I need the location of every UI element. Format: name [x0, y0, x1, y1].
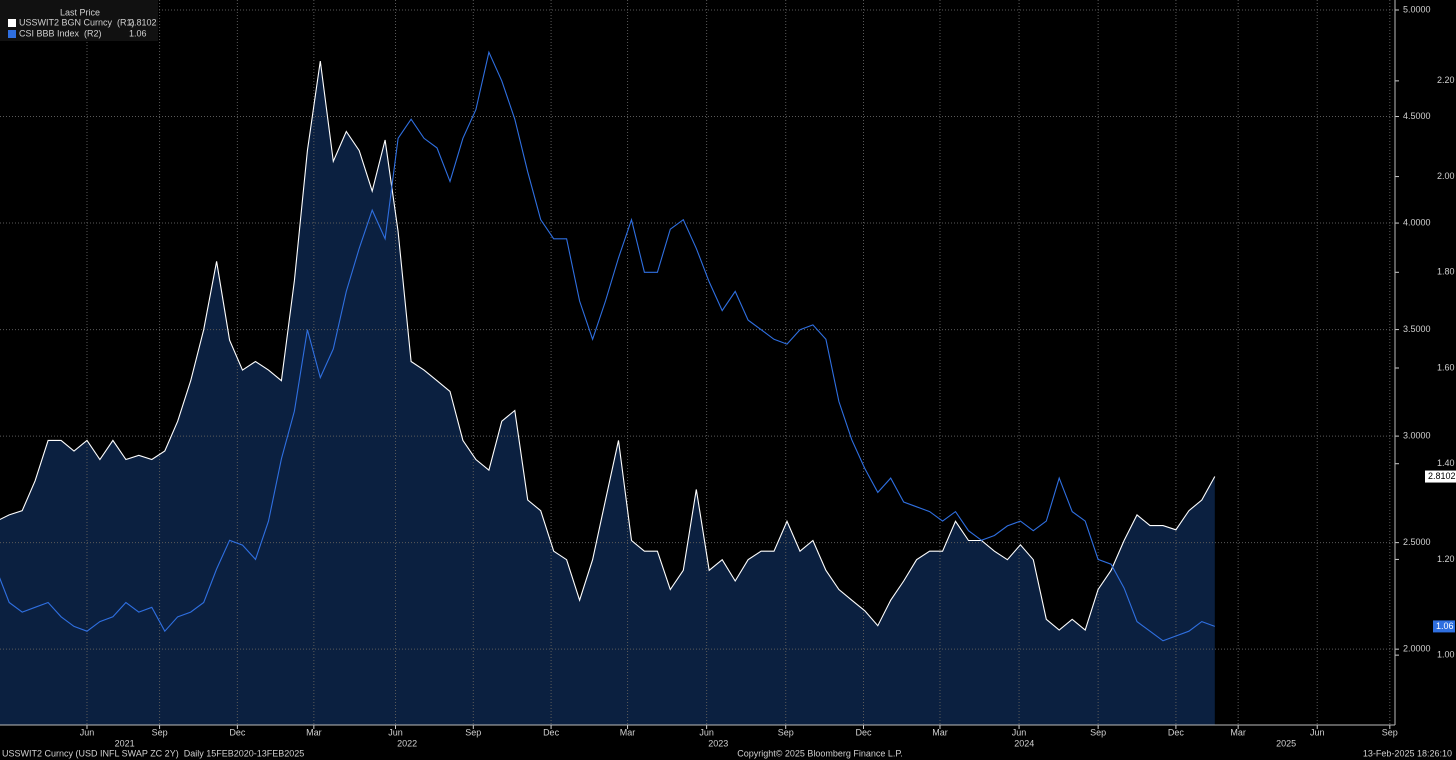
legend-swatch	[8, 19, 16, 27]
legend-label: CSI BBB Index (R2)	[19, 28, 102, 38]
legend-value: 2.8102	[129, 17, 157, 27]
x-tick-label: Jun	[80, 727, 95, 737]
x-tick-label: Jun	[1012, 727, 1027, 737]
last-value-box	[1425, 470, 1456, 483]
x-tick-label: Jun	[388, 727, 403, 737]
y-tick-label: 2.5000	[1403, 537, 1431, 547]
x-tick-label: Sep	[152, 727, 168, 737]
x-tick-label: Jun	[699, 727, 714, 737]
year-label: 2021	[115, 738, 135, 748]
y2-tick-label: 1.80	[1437, 267, 1455, 277]
year-label: 2023	[708, 738, 728, 748]
y-tick-label: 4.0000	[1403, 217, 1431, 227]
y-tick-label: 4.5000	[1403, 111, 1431, 121]
x-tick-label: Dec	[229, 727, 246, 737]
x-tick-label: Jun	[1310, 727, 1325, 737]
x-tick-label: Sep	[1382, 727, 1398, 737]
y2-tick-label: 2.00	[1437, 171, 1455, 181]
y-tick-label: 5.0000	[1403, 4, 1431, 14]
x-tick-label: Dec	[1168, 727, 1185, 737]
y-tick-label: 2.0000	[1403, 644, 1431, 654]
y-tick-label: 3.5000	[1403, 324, 1431, 334]
x-tick-label: Mar	[932, 727, 948, 737]
y2-tick-label: 1.40	[1437, 458, 1455, 468]
x-tick-label: Sep	[465, 727, 481, 737]
year-label: 2025	[1276, 738, 1296, 748]
line	[0, 61, 1216, 631]
line	[0, 50, 1215, 642]
y2-tick-label: 2.20	[1437, 75, 1455, 85]
year-label: 2024	[1014, 738, 1034, 748]
x-tick-label: Mar	[306, 727, 322, 737]
x-tick-label: Dec	[543, 727, 560, 737]
y2-tick-label: 1.60	[1437, 362, 1455, 372]
x-tick-label: Mar	[1230, 727, 1246, 737]
footer-center: Copyright© 2025 Bloomberg Finance L.P.	[737, 748, 903, 758]
y-tick-label: 3.0000	[1403, 430, 1431, 440]
x-tick-label: Mar	[620, 727, 636, 737]
last-value-label: 1.06	[1436, 621, 1454, 631]
legend-label: USSWIT2 BGN Curncy (R1)	[19, 17, 135, 27]
year-label: 2022	[397, 738, 417, 748]
legend-box	[0, 0, 158, 41]
footer-left: USSWIT2 Curncy (USD INFL SWAP ZC 2Y) Dai…	[2, 748, 304, 758]
legend-title: Last Price	[60, 7, 100, 17]
y2-tick-label: 1.00	[1437, 650, 1455, 660]
last-value-box	[1433, 620, 1455, 633]
x-tick-label: Sep	[1090, 727, 1106, 737]
last-value-label: 2.8102	[1428, 471, 1456, 481]
x-tick-label: Dec	[855, 727, 872, 737]
x-tick-label: Sep	[778, 727, 794, 737]
legend-swatch	[8, 30, 16, 38]
y2-tick-label: 1.20	[1437, 554, 1455, 564]
area	[0, 61, 1215, 725]
legend-value: 1.06	[129, 28, 147, 38]
footer-right: 13-Feb-2025 18:26:10	[1363, 748, 1452, 758]
